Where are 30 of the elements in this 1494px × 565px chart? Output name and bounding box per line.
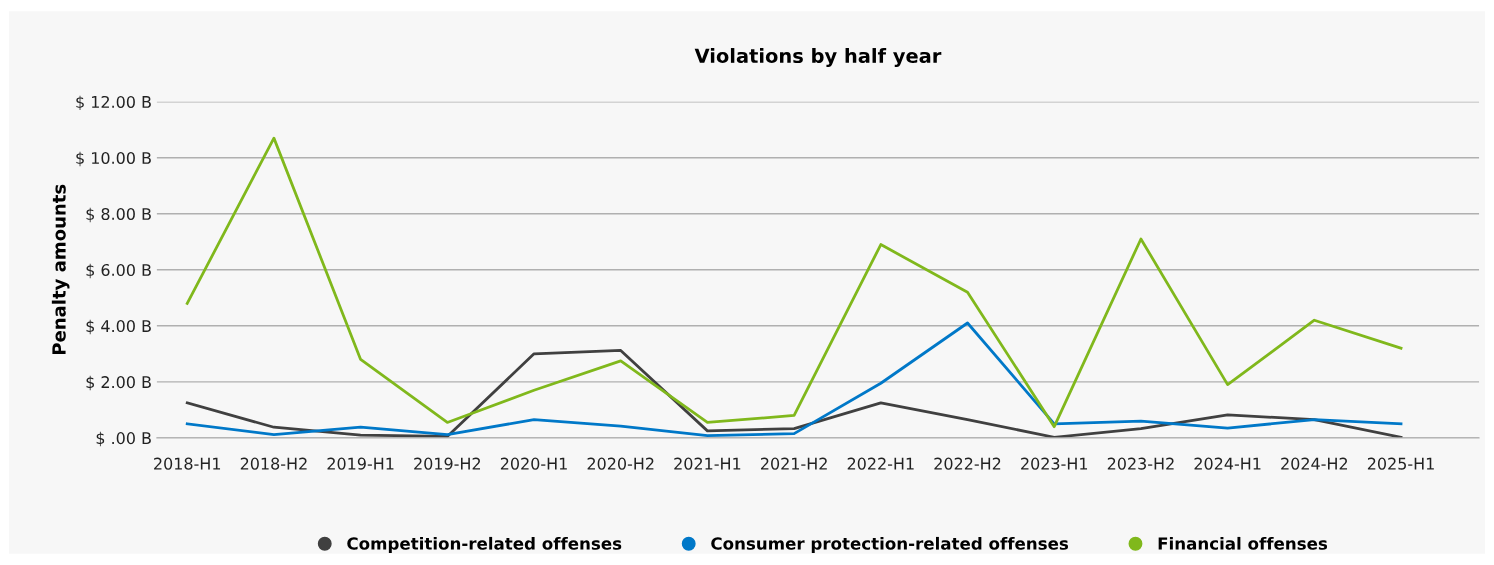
line-series — [185, 321, 1403, 438]
x-tick-label: 2024-H2 — [1281, 457, 1348, 470]
y-tick-label: $ 2.00 B — [86, 375, 151, 391]
y-tick-label: $ .00 B — [96, 431, 151, 447]
y-tick-label: $ 12.00 B — [76, 95, 151, 111]
x-tick-label: 2021-H1 — [674, 457, 741, 470]
x-tick-label: 2018-H2 — [240, 457, 307, 470]
x-tick-label: 2020-H1 — [500, 457, 567, 470]
y-tick-label: $ 6.00 B — [86, 263, 151, 279]
x-tick-label: 2022-H1 — [847, 457, 914, 470]
legend-label: Financial offenses — [1158, 536, 1328, 550]
chart-title: Violations by half year — [694, 48, 942, 68]
x-tick-label: 2023-H2 — [1107, 457, 1174, 470]
x-tick-label: 2021-H2 — [761, 457, 827, 470]
y-tick-label: $ 10.00 B — [76, 151, 151, 167]
x-tick-label: 2023-H1 — [1021, 457, 1088, 470]
y-axis-title: Penalty amounts — [51, 184, 70, 355]
x-tick-label: 2018-H1 — [154, 457, 221, 470]
x-tick-label: 2024-H1 — [1194, 457, 1261, 470]
x-tick-label: 2025-H1 — [1367, 457, 1434, 470]
y-tick-label: $ 4.00 B — [86, 319, 151, 335]
line-series — [185, 136, 1403, 429]
x-tick-label: 2019-H2 — [414, 457, 481, 470]
x-tick-label: 2020-H2 — [587, 457, 654, 470]
line-series — [185, 349, 1403, 438]
x-tick-label: 2022-H2 — [934, 457, 1001, 470]
legend-label: Competition-related offenses — [347, 536, 622, 554]
x-tick-label: 2019-H1 — [327, 457, 394, 470]
y-tick-label: $ 8.00 B — [86, 207, 151, 223]
legend-label: Consumer protection-related offenses — [711, 536, 1069, 554]
